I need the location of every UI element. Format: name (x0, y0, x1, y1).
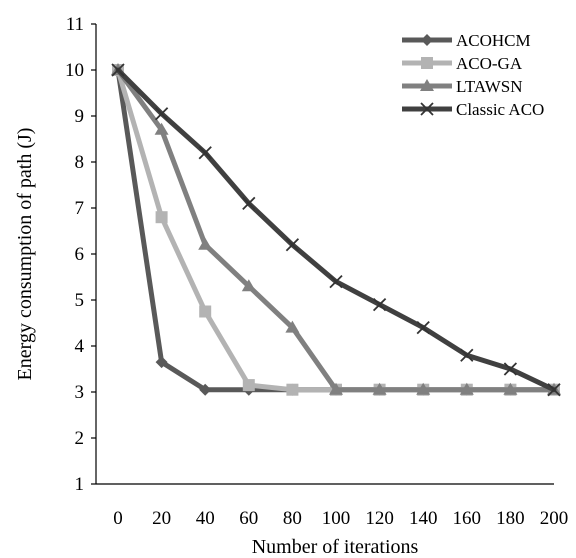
data-point (154, 107, 169, 121)
legend-item: LTAWSN (402, 77, 523, 96)
x-ticks: 0 20 40 60 80 100 120 140 160 180 200 (113, 508, 568, 529)
legend-item: ACO-GA (402, 54, 523, 73)
series-classic-aco (111, 63, 561, 397)
data-point (199, 383, 212, 396)
y-tick-label: 1 (75, 474, 85, 495)
series-layer (111, 63, 561, 397)
data-point (242, 379, 255, 392)
data-point (286, 383, 299, 396)
data-point (372, 382, 387, 395)
y-axis-title: Energy consumption of path (J) (14, 128, 36, 381)
legend-label: LTAWSN (456, 77, 523, 96)
y-tick-label: 9 (75, 106, 85, 127)
data-point (111, 63, 125, 77)
legend-item: Classic ACO (402, 100, 544, 119)
data-point (285, 238, 300, 252)
x-tick-label: 200 (540, 508, 569, 529)
y-tick-label: 11 (66, 14, 84, 35)
data-point (329, 274, 343, 289)
data-point (198, 146, 212, 160)
x-tick-label: 140 (409, 508, 438, 529)
y-ticks: 1 2 3 4 5 6 7 8 9 10 11 (65, 14, 96, 495)
data-point (199, 305, 212, 318)
legend-marker (421, 57, 433, 69)
data-point (285, 320, 300, 333)
data-point (155, 356, 168, 369)
x-tick-label: 20 (152, 508, 171, 529)
data-point (154, 122, 169, 135)
x-tick-label: 40 (196, 508, 215, 529)
y-tick-label: 7 (75, 198, 85, 219)
legend-label: ACOHCM (456, 31, 531, 50)
y-tick-label: 10 (65, 60, 84, 81)
data-point (241, 279, 256, 292)
legend-marker (420, 79, 434, 91)
data-point (416, 320, 430, 335)
x-tick-label: 0 (113, 508, 123, 529)
legend-item: ACOHCM (402, 31, 531, 50)
data-point (416, 382, 431, 395)
data-point (329, 382, 343, 395)
data-point (460, 348, 474, 362)
legend-label: ACO-GA (456, 54, 523, 73)
data-point (459, 382, 474, 395)
y-tick-label: 4 (75, 336, 85, 357)
data-point (155, 211, 168, 224)
legend-label: Classic ACO (456, 100, 544, 119)
data-point (198, 237, 213, 250)
x-tick-label: 180 (496, 508, 525, 529)
y-tick-label: 5 (75, 290, 85, 311)
y-tick-label: 6 (75, 244, 85, 265)
data-point (372, 297, 387, 312)
y-tick-label: 2 (75, 428, 85, 449)
x-tick-label: 160 (453, 508, 482, 529)
legend-marker (420, 102, 434, 116)
x-tick-label: 100 (322, 508, 351, 529)
data-point (503, 382, 518, 395)
legend: ACOHCM ACO-GA LTAWSN Classic ACO (402, 31, 544, 119)
x-tick-label: 60 (239, 508, 258, 529)
series-ltawsn (111, 63, 561, 395)
y-tick-label: 8 (75, 152, 85, 173)
data-point (503, 362, 518, 376)
x-tick-label: 120 (365, 508, 394, 529)
x-axis-title: Number of iterations (252, 536, 419, 558)
data-point (547, 383, 561, 397)
x-tick-label: 80 (283, 508, 302, 529)
y-tick-label: 3 (75, 382, 85, 403)
data-point (242, 196, 256, 211)
legend-marker (421, 34, 433, 46)
